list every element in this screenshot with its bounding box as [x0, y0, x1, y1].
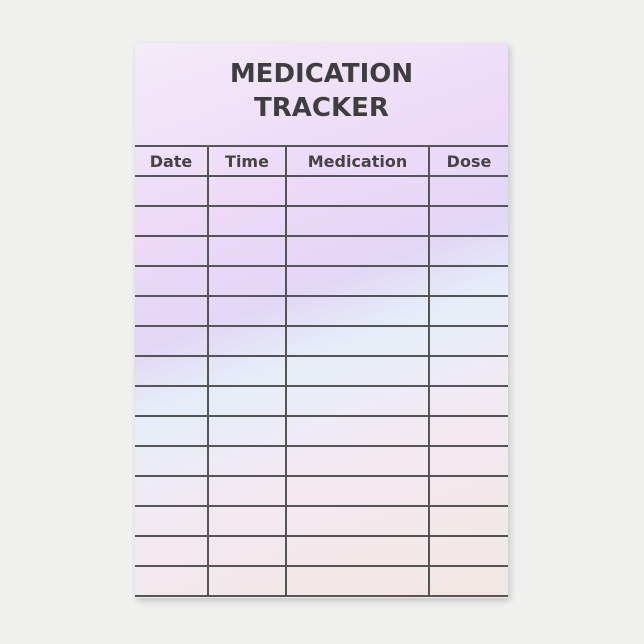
cell-time[interactable] [207, 415, 286, 447]
cell-medication[interactable] [285, 415, 429, 447]
cell-date[interactable] [135, 325, 208, 357]
column-header-dose: Dose [428, 145, 508, 177]
column-header-time: Time [207, 145, 286, 177]
table-row [135, 325, 508, 357]
cell-medication[interactable] [285, 175, 429, 207]
table-row [135, 235, 508, 267]
cell-date[interactable] [135, 265, 208, 297]
column-header-medication: Medication [285, 145, 429, 177]
cell-medication[interactable] [285, 235, 429, 267]
cell-dose[interactable] [428, 295, 508, 327]
table-row [135, 355, 508, 387]
table-row [135, 505, 508, 537]
cell-dose[interactable] [428, 235, 508, 267]
cell-time[interactable] [207, 325, 286, 357]
cell-dose[interactable] [428, 565, 508, 597]
cell-dose[interactable] [428, 385, 508, 417]
cell-dose[interactable] [428, 205, 508, 237]
table-row [135, 385, 508, 417]
notepad: MEDICATION TRACKER Date Time Medication … [135, 43, 508, 598]
cell-medication[interactable] [285, 565, 429, 597]
cell-date[interactable] [135, 295, 208, 327]
cell-date[interactable] [135, 385, 208, 417]
cell-time[interactable] [207, 475, 286, 507]
cell-medication[interactable] [285, 295, 429, 327]
table-row [135, 415, 508, 447]
cell-dose[interactable] [428, 505, 508, 537]
cell-medication[interactable] [285, 385, 429, 417]
cell-dose[interactable] [428, 175, 508, 207]
cell-date[interactable] [135, 445, 208, 477]
cell-date[interactable] [135, 235, 208, 267]
cell-medication[interactable] [285, 445, 429, 477]
cell-time[interactable] [207, 175, 286, 207]
cell-date[interactable] [135, 565, 208, 597]
cell-dose[interactable] [428, 535, 508, 567]
table-row [135, 205, 508, 237]
cell-date[interactable] [135, 505, 208, 537]
cell-time[interactable] [207, 565, 286, 597]
cell-date[interactable] [135, 415, 208, 447]
cell-medication[interactable] [285, 475, 429, 507]
cell-dose[interactable] [428, 265, 508, 297]
header-row: Date Time Medication Dose [135, 145, 508, 177]
cell-date[interactable] [135, 205, 208, 237]
cell-dose[interactable] [428, 445, 508, 477]
table-row [135, 565, 508, 597]
cell-medication[interactable] [285, 505, 429, 537]
cell-medication[interactable] [285, 355, 429, 387]
title-line-2: TRACKER [254, 93, 389, 123]
cell-time[interactable] [207, 385, 286, 417]
cell-medication[interactable] [285, 265, 429, 297]
cell-time[interactable] [207, 205, 286, 237]
cell-date[interactable] [135, 175, 208, 207]
cell-date[interactable] [135, 535, 208, 567]
cell-time[interactable] [207, 445, 286, 477]
cell-medication[interactable] [285, 325, 429, 357]
cell-time[interactable] [207, 235, 286, 267]
page-title: MEDICATION TRACKER [135, 57, 508, 125]
column-header-date: Date [135, 145, 208, 177]
cell-time[interactable] [207, 505, 286, 537]
cell-date[interactable] [135, 475, 208, 507]
cell-time[interactable] [207, 295, 286, 327]
cell-time[interactable] [207, 265, 286, 297]
cell-time[interactable] [207, 355, 286, 387]
table-row [135, 535, 508, 567]
table-row [135, 445, 508, 477]
table-row [135, 295, 508, 327]
cell-dose[interactable] [428, 475, 508, 507]
cell-time[interactable] [207, 535, 286, 567]
title-line-1: MEDICATION [229, 59, 414, 89]
table-row [135, 265, 508, 297]
table-row [135, 175, 508, 207]
cell-date[interactable] [135, 355, 208, 387]
table-row [135, 475, 508, 507]
cell-medication[interactable] [285, 205, 429, 237]
cell-dose[interactable] [428, 325, 508, 357]
tracker-table: Date Time Medication Dose [135, 145, 508, 597]
cell-dose[interactable] [428, 355, 508, 387]
cell-dose[interactable] [428, 415, 508, 447]
cell-medication[interactable] [285, 535, 429, 567]
